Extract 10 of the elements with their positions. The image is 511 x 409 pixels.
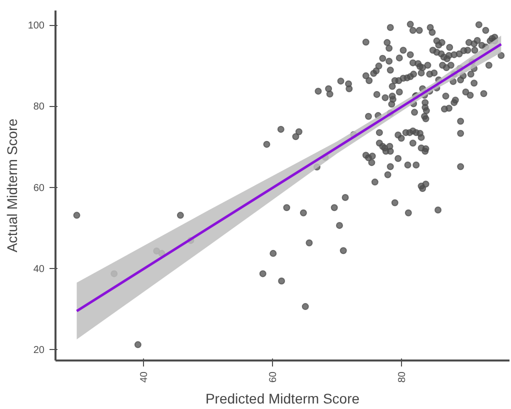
- x-tick-label: 40: [139, 371, 150, 383]
- y-tick-label: 20: [33, 345, 45, 356]
- x-axis-title: Predicted Midterm Score: [205, 390, 360, 407]
- y-tick-label: 60: [33, 182, 45, 194]
- y-tick-label: 80: [33, 102, 45, 113]
- x-tick-label: 80: [396, 371, 408, 383]
- y-tick-label: 100: [28, 20, 45, 32]
- y-axis-title: Actual Midterm Score: [4, 118, 20, 252]
- y-tick-label: 40: [33, 264, 45, 275]
- x-tick-label: 60: [268, 371, 280, 383]
